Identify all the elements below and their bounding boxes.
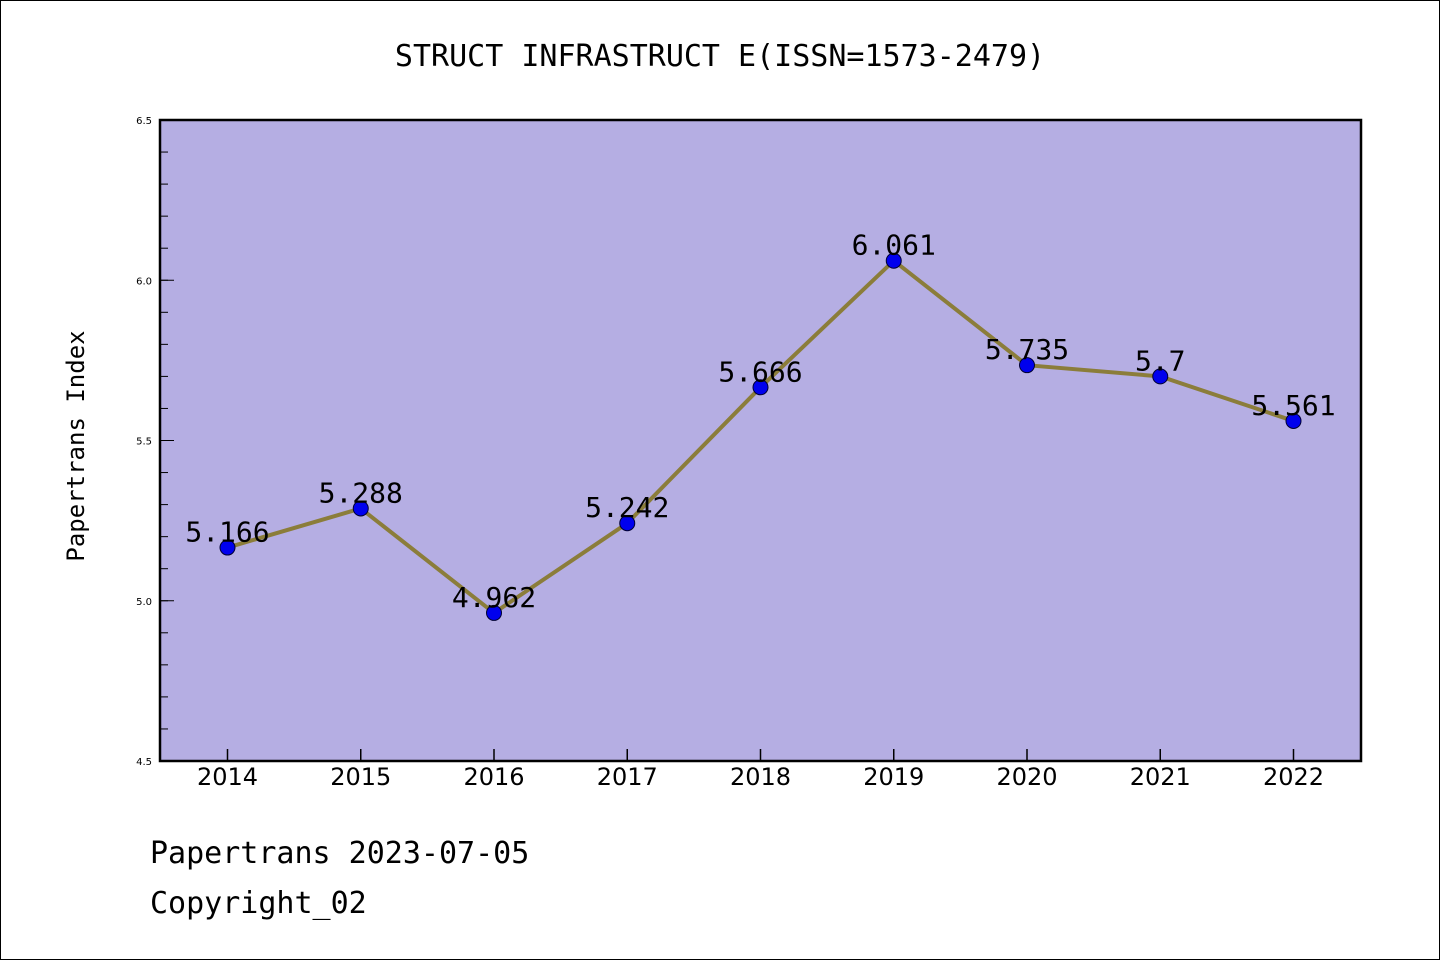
- x-tick-label: 2017: [597, 763, 658, 791]
- data-label: 5.735: [985, 333, 1069, 366]
- data-point: [486, 604, 502, 621]
- data-label: 5.561: [1251, 389, 1335, 422]
- plot-border: [158, 118, 1363, 763]
- data-label: 5.166: [185, 516, 269, 549]
- y-tick-label: 6.5: [136, 116, 152, 127]
- data-labels: 5.166 5.288 4.962 5.242 5.666 6.061 5.735 5.7 5.…: [185, 229, 1335, 614]
- x-tick-label: 2015: [330, 763, 391, 791]
- data-label: 5.7: [1135, 344, 1186, 377]
- data-point: [619, 515, 636, 532]
- x-tick-label: 2020: [996, 763, 1057, 791]
- x-tick-label: 2022: [1263, 763, 1324, 791]
- x-tick-label: 2014: [197, 763, 258, 791]
- data-points: [219, 252, 1302, 621]
- plot-area: [160, 120, 1361, 761]
- x-tick-label: 2018: [730, 763, 791, 791]
- footer-date: Papertrans 2023-07-05: [150, 836, 530, 871]
- footer-copyright: Copyright_02: [150, 886, 367, 921]
- data-point: [219, 539, 236, 556]
- y-axis-label: Papertrans Index: [62, 330, 90, 561]
- data-label: 5.288: [319, 476, 403, 509]
- data-label: 5.666: [718, 355, 802, 388]
- x-tick-label: 2021: [1130, 763, 1191, 791]
- data-label: 6.061: [852, 229, 936, 262]
- y-tick-label: 5.5: [136, 437, 152, 448]
- chart-title: STRUCT INFRASTRUCT E(ISSN=1573-2479): [395, 39, 1045, 74]
- y-tick-label: 5.0: [136, 597, 152, 608]
- data-point: [885, 252, 902, 269]
- data-point: [1152, 368, 1169, 385]
- data-point: [352, 500, 369, 517]
- y-tick-label: 4.5: [136, 757, 152, 768]
- x-axis-ticks: 2014 2015 2016 2017 2018 2019 2020 2021 2022: [197, 749, 1324, 791]
- x-tick-label: 2016: [463, 763, 524, 791]
- x-tick-label: 2019: [863, 763, 924, 791]
- data-point: [752, 379, 769, 396]
- y-tick-label: 6.0: [136, 276, 152, 287]
- data-point: [1285, 412, 1302, 429]
- data-label: 4.962: [452, 581, 536, 614]
- data-point: [1019, 357, 1035, 374]
- data-label: 5.242: [585, 491, 669, 524]
